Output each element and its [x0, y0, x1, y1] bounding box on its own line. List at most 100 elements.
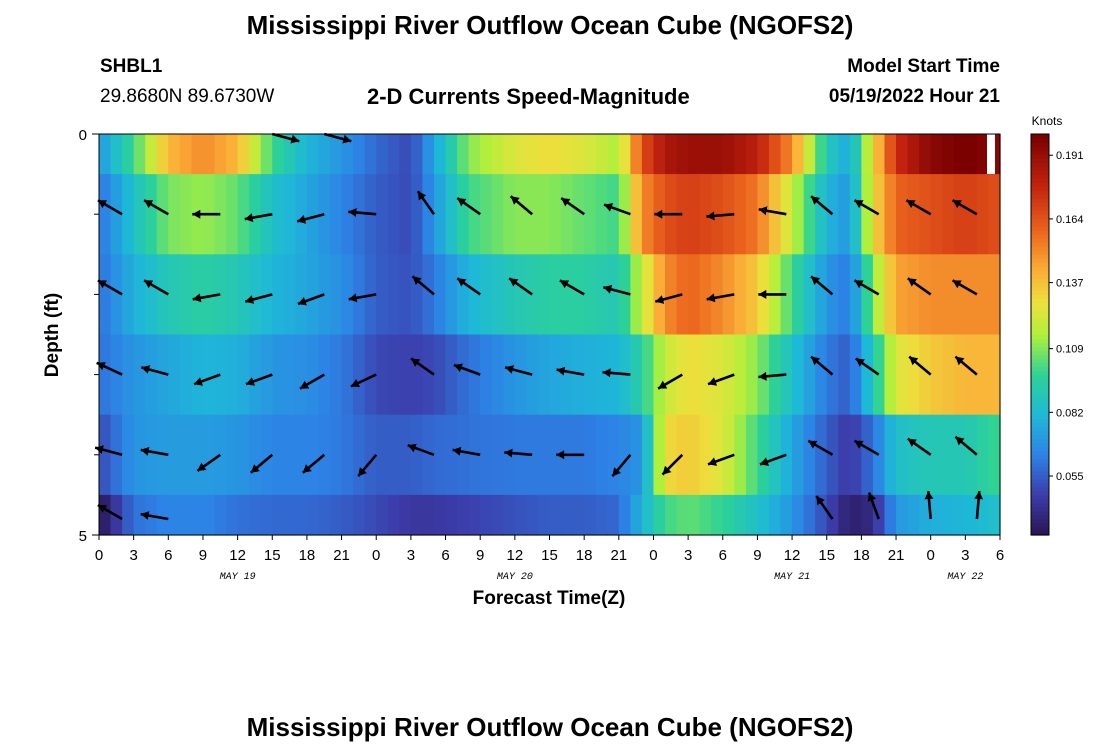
date-label: MAY 21 [774, 572, 810, 583]
heatmap-cell [145, 254, 158, 336]
colorbar-segment [1031, 258, 1049, 263]
heatmap-cell [884, 174, 897, 255]
heatmap-cell [711, 254, 724, 336]
current-vector [954, 435, 978, 456]
heatmap-cell [803, 414, 816, 496]
heatmap-cell [156, 134, 169, 175]
heatmap-cell [214, 334, 227, 416]
heatmap-cell [907, 174, 920, 255]
heatmap-cell [930, 414, 943, 496]
heatmap-cell [630, 134, 643, 175]
heatmap-cell [445, 134, 458, 175]
heatmap-cell [549, 254, 562, 336]
colorbar-segment [1031, 458, 1049, 464]
x-tick-label: 9 [476, 547, 484, 564]
heatmap-cell [191, 254, 204, 336]
heatmap-cell [815, 134, 828, 175]
heatmap-cell [618, 174, 631, 255]
heatmap-cell [849, 494, 862, 536]
colorbar-segment [1031, 518, 1049, 524]
colorbar-segment [1031, 438, 1049, 444]
colorbar-segment [1031, 230, 1049, 235]
heatmap-cell [780, 494, 793, 536]
heatmap-cell [272, 254, 285, 336]
heatmap-cell [156, 254, 169, 336]
colorbar-segment [1031, 414, 1049, 420]
heatmap-cell [202, 254, 216, 336]
heatmap-cell [179, 494, 193, 536]
heatmap-cell [191, 334, 204, 416]
current-vector [611, 453, 632, 478]
heatmap-cell [815, 334, 828, 416]
x-tick-label: 6 [164, 547, 172, 564]
heatmap-cell [491, 134, 504, 175]
current-vector [245, 373, 273, 386]
heatmap-cell [145, 414, 158, 496]
heatmap-cell [976, 494, 990, 536]
heatmap-cell [376, 494, 389, 536]
heatmap-cell [572, 494, 585, 536]
heatmap-cell [861, 414, 874, 496]
heatmap-cell [145, 334, 158, 416]
heatmap-cell [919, 334, 932, 416]
heatmap-cell [330, 174, 343, 255]
current-vector [603, 203, 631, 216]
heatmap-cell [468, 254, 481, 336]
heatmap-cell [965, 254, 978, 336]
heatmap-cell [561, 494, 574, 536]
heatmap-cell [202, 494, 216, 536]
colorbar-segment [1031, 194, 1049, 199]
heatmap-cell [780, 254, 793, 336]
heatmap-cell [907, 334, 920, 416]
heatmap-cell [99, 334, 112, 416]
heatmap-cell [514, 254, 527, 336]
heatmap-cell [630, 414, 643, 496]
current-vector [192, 209, 221, 219]
colorbar-segment [1031, 246, 1049, 251]
date-label: MAY 19 [220, 572, 256, 583]
heatmap-cell [480, 494, 493, 536]
heatmap-cell [561, 334, 574, 416]
heatmap-cell [433, 414, 447, 496]
heatmap-cell [272, 134, 285, 175]
heatmap-cell [734, 334, 747, 416]
heatmap-cell [896, 494, 909, 536]
heatmap-cell [353, 174, 366, 255]
heatmap-cell [364, 134, 377, 175]
heatmap-cell [410, 494, 424, 536]
x-tick-label: 0 [927, 547, 935, 564]
heatmap-cell [399, 334, 412, 416]
heatmap-cell [665, 414, 678, 496]
heatmap-cell [330, 334, 343, 416]
colorbar-segment [1031, 158, 1049, 163]
heatmap-cell [745, 414, 759, 496]
current-vector [707, 453, 735, 466]
plot-marker [987, 134, 995, 174]
colorbar-segment [1031, 238, 1049, 243]
heatmap-cell [214, 174, 227, 255]
colorbar-segment [1031, 302, 1049, 308]
heatmap-cell [561, 174, 574, 255]
heatmap-cell [364, 414, 377, 496]
heatmap-cell [792, 414, 805, 496]
heatmap-cell [676, 334, 689, 416]
heatmap-cell [549, 134, 562, 175]
heatmap-cell [815, 254, 828, 336]
colorbar-segment [1031, 218, 1049, 223]
heatmap-cell [965, 174, 978, 255]
current-vector [504, 365, 533, 376]
heatmap-cell [422, 174, 435, 255]
heatmap-cell [133, 174, 146, 255]
heatmap-cell [445, 254, 458, 336]
heatmap-cell [699, 134, 712, 175]
heatmap-cell [433, 174, 447, 255]
heatmap-cell [387, 174, 400, 255]
heatmap-cell [665, 494, 678, 536]
x-tick-label: 3 [407, 547, 415, 564]
heatmap-cell [549, 174, 562, 255]
heatmap-cell [445, 414, 458, 496]
colorbar-segment [1031, 166, 1049, 171]
heatmap-cell [110, 174, 123, 255]
heatmap-cell [272, 494, 285, 536]
x-tick-label: 21 [610, 547, 627, 564]
